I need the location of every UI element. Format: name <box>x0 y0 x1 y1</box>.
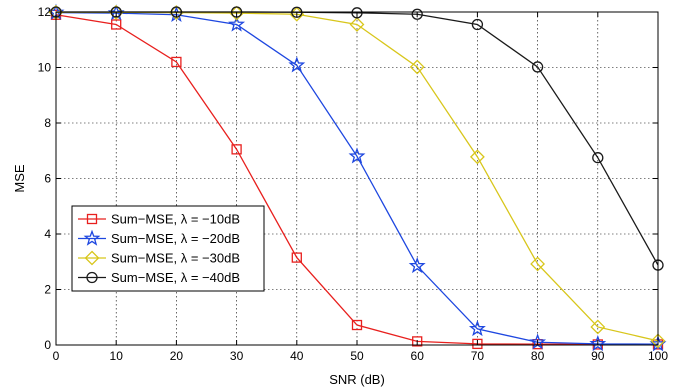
data-point-square <box>111 19 122 30</box>
y-axis-label: MSE <box>12 164 27 193</box>
x-tick-label: 80 <box>531 349 545 363</box>
legend-box <box>71 205 265 292</box>
data-point-diamond <box>590 319 606 335</box>
x-tick-label: 90 <box>591 349 605 363</box>
data-point-star <box>228 15 246 32</box>
x-tick-label: 30 <box>230 349 244 363</box>
data-point-star <box>589 334 607 352</box>
data-point-square <box>291 252 302 263</box>
legend-entry: Sum−MSE, λ = −10dB <box>78 212 240 227</box>
y-tick-label: 12 <box>38 5 52 19</box>
legend-label: Sum−MSE, λ = −30dB <box>111 251 240 266</box>
data-point-star <box>348 147 366 164</box>
legend-label: Sum−MSE, λ = −20dB <box>111 231 240 246</box>
x-tick-label: 100 <box>648 349 668 363</box>
legend-entry: Sum−MSE, λ = −20dB <box>78 229 240 246</box>
legend-label: Sum−MSE, λ = −10dB <box>111 212 240 227</box>
data-point-star <box>288 56 306 73</box>
y-tick-label: 2 <box>44 283 51 297</box>
legend-entry: Sum−MSE, λ = −30dB <box>78 251 240 266</box>
data-point-diamond <box>650 333 666 349</box>
x-axis-label: SNR (dB) <box>329 372 385 387</box>
data-point-square <box>532 339 543 350</box>
y-tick-label: 8 <box>44 116 51 130</box>
x-tick-label: 50 <box>350 349 364 363</box>
y-tick-label: 10 <box>38 61 52 75</box>
axis-ticks: 0 10 20 30 40 50 60 70 80 90 100 0 2 4 6 8 10 12 <box>38 5 669 363</box>
legend-label: Sum−MSE, λ = −40dB <box>111 270 240 285</box>
data-point-circle <box>411 8 423 20</box>
x-tick-label: 40 <box>290 349 304 363</box>
data-point-circle <box>86 271 98 284</box>
legend-entry: Sum−MSE, λ = −40dB <box>78 270 240 285</box>
y-tick-label: 6 <box>44 172 51 186</box>
data-point-diamond <box>469 149 485 165</box>
x-tick-label: 70 <box>471 349 485 363</box>
data-point-circle <box>351 7 363 19</box>
data-point-circle <box>592 152 604 164</box>
data-point-star <box>408 257 426 274</box>
x-tick-label: 0 <box>53 349 60 363</box>
series-line <box>55 14 658 346</box>
legend: Sum−MSE, λ = −10dB Sum−MSE, λ = −20dB Sum−… <box>71 205 265 292</box>
data-point-circle <box>531 61 544 73</box>
data-point-diamond <box>349 17 365 32</box>
series-1 <box>50 9 664 350</box>
data-point-star <box>83 229 101 246</box>
data-point-square <box>86 213 98 225</box>
data-point-diamond <box>84 250 100 266</box>
data-point-square <box>171 56 182 68</box>
y-tick-label: 4 <box>44 227 51 241</box>
data-point-square <box>231 144 242 155</box>
data-point-star <box>468 320 486 337</box>
data-point-diamond <box>409 59 425 75</box>
data-point-circle <box>471 18 484 31</box>
series-line <box>55 11 659 345</box>
data-point-square <box>412 336 423 347</box>
y-tick-label: 0 <box>44 338 51 352</box>
data-point-square <box>472 338 483 350</box>
x-tick-label: 60 <box>411 349 425 363</box>
x-tick-label: 20 <box>170 349 184 363</box>
x-tick-label: 10 <box>110 349 124 363</box>
data-point-diamond <box>530 256 546 272</box>
data-point-square <box>351 319 363 331</box>
